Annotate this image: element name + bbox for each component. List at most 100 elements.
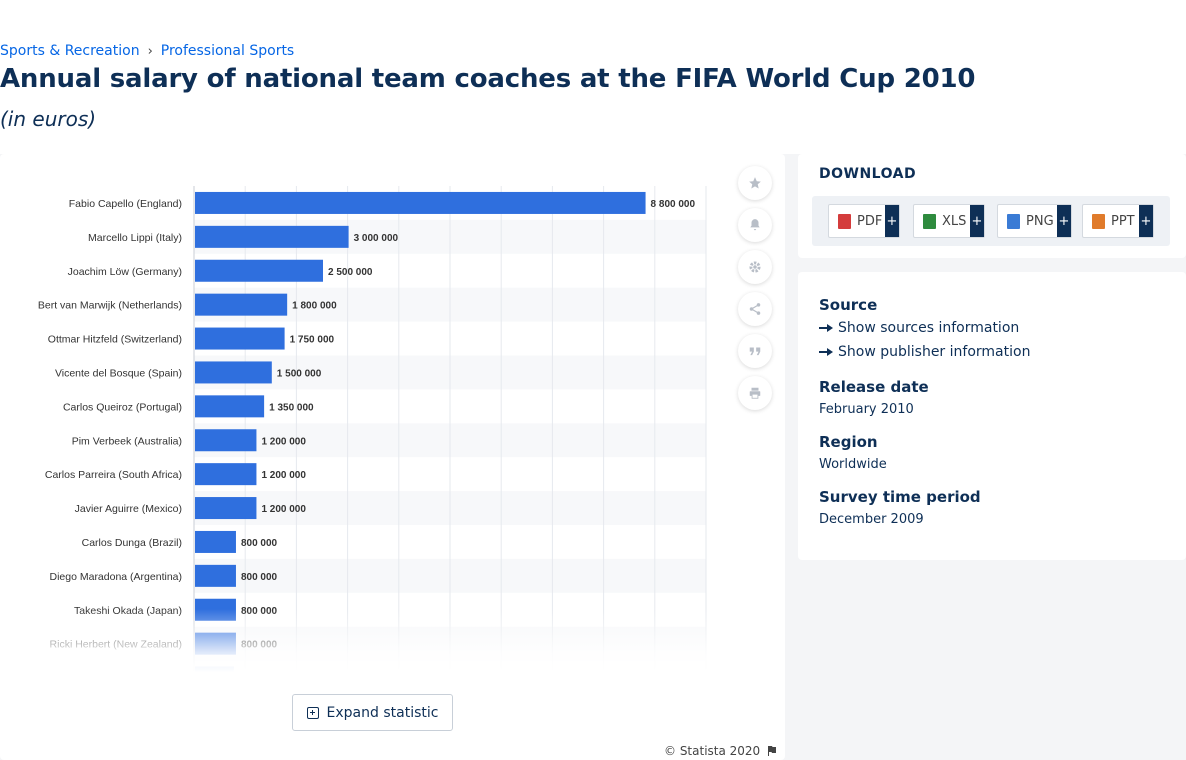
category-label: Ricki Herbert (New Zealand) (50, 639, 182, 651)
page-subtitle: (in euros) (0, 107, 97, 131)
show-publisher-link[interactable]: Show publisher information (819, 344, 1030, 360)
star-icon[interactable] (738, 166, 772, 200)
chart-card: Fabio Capello (England) 8 800 000 Marcello… (0, 154, 785, 760)
breadcrumb-sports-recreation[interactable]: Sports & Recreation (0, 43, 140, 59)
pdf-file-icon (838, 213, 851, 229)
plus-icon: + (1057, 205, 1071, 237)
release-date-heading: Release date (819, 378, 929, 396)
value-label: 800 000 (241, 538, 278, 549)
arrow-right-icon (819, 323, 833, 333)
category-label: Takeshi Okada (Japan) (74, 605, 182, 617)
bar (195, 564, 236, 587)
category-label: Javier Aguirre (Mexico) (75, 503, 182, 515)
value-label: 800 000 (241, 572, 278, 583)
download-card: DOWNLOAD PDF + XLS + PNG + PPT + (798, 154, 1186, 258)
show-publisher-label: Show publisher information (838, 344, 1031, 360)
category-label: Vicente del Bosque (Spain) (55, 367, 182, 379)
survey-period-heading: Survey time period (819, 488, 981, 506)
download-pdf-label: PDF (857, 213, 883, 229)
source-heading: Source (819, 296, 878, 314)
bar (195, 191, 646, 214)
bar (195, 429, 257, 452)
download-png-label: PNG (1026, 213, 1054, 229)
bar (195, 225, 349, 248)
plus-icon: + (885, 205, 899, 237)
category-label: Marcello Lippi (Italy) (88, 232, 182, 244)
value-label: 1 200 000 (261, 470, 306, 481)
category-label: Joachim Löw (Germany) (68, 266, 182, 278)
value-label: 800 000 (241, 640, 278, 651)
download-png-button[interactable]: PNG + (997, 204, 1072, 238)
category-label: Carlos Parreira (South Africa) (45, 469, 182, 481)
category-label: Diego Maradona (Argentina) (50, 571, 183, 583)
bell-icon[interactable] (738, 208, 772, 242)
category-label: Carlos Queiroz (Portugal) (63, 401, 182, 413)
bar (195, 259, 323, 282)
share-icon[interactable] (738, 292, 772, 326)
survey-period-value: December 2009 (819, 512, 924, 527)
bar (195, 463, 257, 486)
show-sources-link[interactable]: Show sources information (819, 320, 1019, 336)
xls-file-icon (923, 213, 936, 229)
region-heading: Region (819, 433, 878, 451)
info-card: Source Show sources information Show pub… (798, 272, 1186, 560)
bar-chart: Fabio Capello (England) 8 800 000 Marcello… (38, 186, 707, 672)
download-pdf-button[interactable]: PDF + (828, 204, 900, 238)
category-label: Bert van Marwijk (Netherlands) (38, 300, 182, 312)
download-title: DOWNLOAD (819, 166, 917, 182)
value-label: 1 350 000 (269, 402, 314, 413)
download-buttons: PDF + XLS + PNG + PPT + (812, 196, 1170, 246)
expand-statistic-button[interactable]: Expand statistic (292, 694, 453, 731)
breadcrumb: Sports & Recreation › Professional Sport… (0, 43, 294, 59)
copyright-text: © Statista 2020 (664, 744, 761, 758)
flag-icon[interactable] (766, 745, 778, 757)
bar (195, 327, 285, 350)
category-label: Ottmar Hitzfeld (Switzerland) (48, 334, 182, 346)
category-label: Fabio Capello (England) (69, 198, 182, 210)
expand-statistic-label: Expand statistic (326, 704, 439, 721)
plus-icon: + (1139, 205, 1153, 237)
value-label: 1 200 000 (261, 504, 306, 515)
value-label: 8 800 000 (651, 199, 696, 210)
breadcrumb-professional-sports[interactable]: Professional Sports (160, 43, 295, 59)
png-file-icon (1007, 213, 1020, 229)
ppt-file-icon (1092, 213, 1105, 229)
plus-square-icon (306, 706, 319, 719)
show-sources-label: Show sources information (838, 320, 1020, 336)
bar (195, 293, 288, 316)
category-label: Pim Verbeek (Australia) (72, 435, 182, 447)
plus-icon: + (970, 205, 984, 237)
copyright: © Statista 2020 (664, 744, 778, 758)
value-label: 1 750 000 (290, 335, 335, 346)
bar (195, 395, 265, 418)
download-xls-button[interactable]: XLS + (913, 204, 985, 238)
bar (195, 530, 236, 553)
value-label: 3 000 000 (354, 233, 399, 244)
value-label: 1 800 000 (292, 301, 337, 312)
value-label: 800 000 (241, 606, 278, 617)
release-date-value: February 2010 (819, 402, 914, 417)
bar (195, 497, 257, 520)
download-ppt-button[interactable]: PPT + (1082, 204, 1154, 238)
bar (195, 632, 236, 655)
top-bar (0, 0, 1186, 36)
category-label: Carlos Dunga (Brazil) (82, 537, 182, 549)
download-ppt-label: PPT (1111, 213, 1135, 229)
chart-toolbar (738, 166, 772, 410)
download-xls-label: XLS (942, 213, 967, 229)
breadcrumb-chevron-icon: › (147, 43, 153, 59)
page-title: Annual salary of national team coaches a… (0, 64, 976, 94)
value-label: 1 500 000 (277, 368, 322, 379)
value-label: 2 500 000 (328, 267, 373, 278)
region-value: Worldwide (819, 457, 887, 472)
chart-area: Fabio Capello (England) 8 800 000 Marcello… (0, 172, 720, 672)
page-header (0, 36, 1186, 154)
print-icon[interactable] (738, 376, 772, 410)
value-label: 1 200 000 (261, 436, 306, 447)
bar (195, 361, 272, 384)
bar-partial (195, 666, 234, 672)
bar (195, 598, 236, 621)
arrow-right-icon (819, 347, 833, 357)
gear-icon[interactable] (738, 250, 772, 284)
quote-icon[interactable] (738, 334, 772, 368)
